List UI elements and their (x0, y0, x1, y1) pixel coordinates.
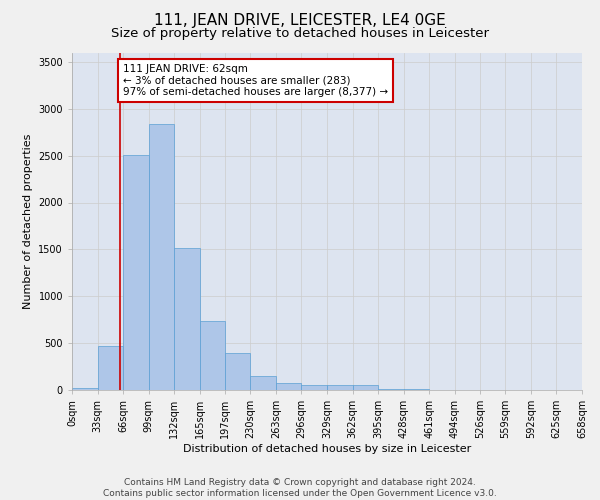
Bar (123, 154, 149, 390)
Bar (327, 385, 353, 390)
X-axis label: Distribution of detached houses by size in Leicester: Distribution of detached houses by size … (183, 444, 471, 454)
Bar (276, 382, 301, 390)
Bar (175, 248, 200, 390)
Text: 111 JEAN DRIVE: 62sqm
← 3% of detached houses are smaller (283)
97% of semi-deta: 111 JEAN DRIVE: 62sqm ← 3% of detached h… (123, 64, 388, 97)
Bar (72, 388, 98, 390)
Bar (250, 376, 276, 390)
Text: 111, JEAN DRIVE, LEICESTER, LE4 0GE: 111, JEAN DRIVE, LEICESTER, LE4 0GE (154, 12, 446, 28)
Bar (378, 389, 404, 390)
Text: Contains HM Land Registry data © Crown copyright and database right 2024.
Contai: Contains HM Land Registry data © Crown c… (103, 478, 497, 498)
Bar (404, 389, 430, 390)
Bar (98, 346, 123, 390)
Bar (353, 386, 378, 390)
Bar (149, 124, 175, 390)
Bar (224, 354, 250, 390)
Text: Size of property relative to detached houses in Leicester: Size of property relative to detached ho… (111, 28, 489, 40)
Y-axis label: Number of detached properties: Number of detached properties (23, 134, 32, 309)
Bar (200, 320, 224, 390)
Bar (301, 385, 327, 390)
